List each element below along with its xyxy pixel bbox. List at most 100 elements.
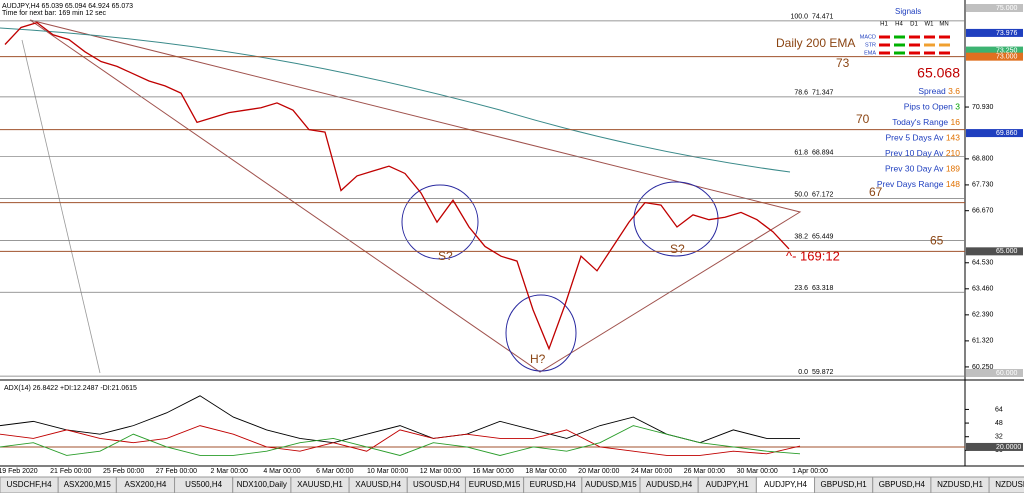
fib-price: 65.449 bbox=[812, 233, 834, 240]
fib-ratio: 50.0 bbox=[794, 191, 808, 198]
tab[interactable]: ASX200,M15 bbox=[57, 476, 117, 493]
ema-curve bbox=[0, 27, 791, 173]
tab[interactable]: GBPUSD,H4 bbox=[872, 476, 932, 493]
x-tick-label: 18 Mar 00:00 bbox=[525, 468, 566, 475]
tab[interactable]: US500,H4 bbox=[174, 476, 234, 493]
fib-ratio: 61.8 bbox=[794, 149, 808, 156]
y-tick-label: 70.930 bbox=[972, 104, 994, 111]
y-tick-label: 64 bbox=[995, 406, 1003, 413]
x-tick-label: 26 Mar 00:00 bbox=[684, 468, 725, 475]
stat: Prev 10 Day Av 210 bbox=[885, 148, 960, 158]
tab[interactable]: USDCHF,H4 bbox=[0, 476, 59, 493]
tab[interactable]: XAUUSD,H1 bbox=[290, 476, 350, 493]
tab-label: EURUSD,H4 bbox=[530, 480, 577, 489]
tab[interactable]: XAUUSD,H4 bbox=[348, 476, 408, 493]
stat-value: 3 bbox=[955, 102, 960, 112]
signal-dash bbox=[939, 43, 950, 47]
tab[interactable]: AUDJPY,H4 bbox=[755, 476, 816, 493]
stat: Today's Range 16 bbox=[892, 117, 960, 127]
signal-dash bbox=[879, 51, 890, 55]
signals-title: Signals bbox=[895, 7, 921, 16]
signal-row: STR bbox=[865, 42, 876, 48]
tab-label: NDX100,Daily bbox=[237, 480, 287, 489]
signal-dash bbox=[924, 35, 935, 39]
tab[interactable]: USOUSD,H4 bbox=[406, 476, 466, 493]
signal-row: EMA bbox=[864, 50, 876, 56]
stat-value: 3.6 bbox=[948, 86, 960, 96]
fib-ratio: 23.6 bbox=[794, 285, 808, 292]
price-highlight-label: 73.250 bbox=[996, 47, 1018, 54]
signal-dash bbox=[909, 51, 920, 55]
signal-dash bbox=[924, 43, 935, 47]
price-highlight bbox=[966, 4, 1023, 12]
x-tick-label: 6 Mar 00:00 bbox=[316, 468, 353, 475]
signal-dash bbox=[939, 35, 950, 39]
fib-price: 67.172 bbox=[812, 191, 834, 198]
fib-price: 71.347 bbox=[812, 90, 834, 97]
stat-value: 148 bbox=[946, 179, 960, 189]
fib-ratio: 38.2 bbox=[794, 233, 808, 240]
tab-label: ASX200,H4 bbox=[125, 480, 167, 489]
y-tick-label: 61.320 bbox=[972, 338, 994, 345]
x-tick-label: 4 Mar 00:00 bbox=[263, 468, 300, 475]
circle bbox=[633, 181, 719, 257]
current-price: 65.068 bbox=[917, 65, 960, 81]
tab[interactable]: EURUSD,M15 bbox=[464, 476, 525, 493]
circle bbox=[505, 294, 577, 372]
stat-label: Today's Range bbox=[892, 117, 948, 127]
price-highlight-label: 75.000 bbox=[996, 5, 1018, 12]
x-tick-label: 27 Feb 00:00 bbox=[156, 468, 197, 475]
stat: Prev 5 Days Av 143 bbox=[885, 133, 960, 143]
price-highlight-label: 65.000 bbox=[996, 248, 1018, 255]
tab[interactable]: GBPUSD,H1 bbox=[814, 476, 874, 493]
tab[interactable]: AUDUSD,H4 bbox=[639, 476, 699, 493]
x-tick-label: 2 Mar 00:00 bbox=[211, 468, 248, 475]
signal-column: D1 bbox=[910, 22, 918, 28]
stat-value: 143 bbox=[946, 133, 960, 143]
fib-ratio: 0.0 bbox=[798, 369, 808, 376]
stat-label: Pips to Open bbox=[904, 102, 953, 112]
signal-dash bbox=[924, 51, 935, 55]
price-highlight-label: 60.000 bbox=[996, 370, 1018, 377]
tab-label: XAUUSD,H1 bbox=[297, 480, 343, 489]
tab-label: AUDJPY,H4 bbox=[764, 480, 808, 489]
tab-label: XAUUSD,H4 bbox=[355, 480, 401, 489]
signal-dash bbox=[879, 35, 890, 39]
y-tick-label: 68.800 bbox=[972, 156, 994, 163]
y-tick-label: 66.670 bbox=[972, 208, 994, 215]
tab-label: USDCHF,H4 bbox=[7, 480, 52, 489]
tab[interactable]: NZDUSD,H4 bbox=[988, 476, 1024, 493]
tab-label: US500,H4 bbox=[185, 480, 222, 489]
tab-label: AUDUSD,H4 bbox=[646, 480, 693, 489]
circle bbox=[401, 184, 479, 260]
adx-highlight bbox=[966, 442, 1023, 451]
tab-label: EURUSD,M15 bbox=[469, 480, 521, 489]
stat-label: Prev Days Range bbox=[877, 179, 944, 189]
tab-label: GBPUSD,H1 bbox=[821, 480, 868, 489]
tab-label: GBPUSD,H4 bbox=[879, 480, 926, 489]
price-highlight-label: 73.000 bbox=[996, 54, 1018, 61]
fib-price: 59.872 bbox=[812, 369, 834, 376]
tab-label: AUDJPY,H1 bbox=[706, 480, 750, 489]
adx-line bbox=[0, 425, 801, 456]
stat-value: 16 bbox=[951, 117, 961, 127]
adx-line bbox=[0, 425, 801, 456]
signal-dash bbox=[939, 51, 950, 55]
tab[interactable]: NZDUSD,H1 bbox=[930, 476, 990, 493]
annotation: S? bbox=[438, 249, 453, 263]
tab[interactable]: ASX200,H4 bbox=[115, 476, 176, 493]
tab[interactable]: NDX100,Daily bbox=[232, 476, 292, 493]
y-tick-label: 62.390 bbox=[972, 312, 994, 319]
price-highlight bbox=[966, 129, 1023, 138]
fib-price: 63.318 bbox=[812, 285, 834, 292]
tab-label: USOUSD,H4 bbox=[413, 480, 460, 489]
tab[interactable]: AUDJPY,H1 bbox=[697, 476, 757, 493]
signal-column: W1 bbox=[925, 22, 935, 28]
tab-label: NZDUSD,H1 bbox=[937, 480, 983, 489]
fib-ratio: 100.0 bbox=[790, 14, 808, 21]
y-tick-label: 48 bbox=[995, 420, 1003, 427]
tab[interactable]: AUDUSD,M15 bbox=[581, 476, 641, 493]
tab[interactable]: EURUSD,H4 bbox=[523, 476, 583, 493]
ema-label: Daily 200 EMA bbox=[776, 36, 855, 50]
stat-label: Prev 5 Days Av bbox=[885, 133, 944, 143]
